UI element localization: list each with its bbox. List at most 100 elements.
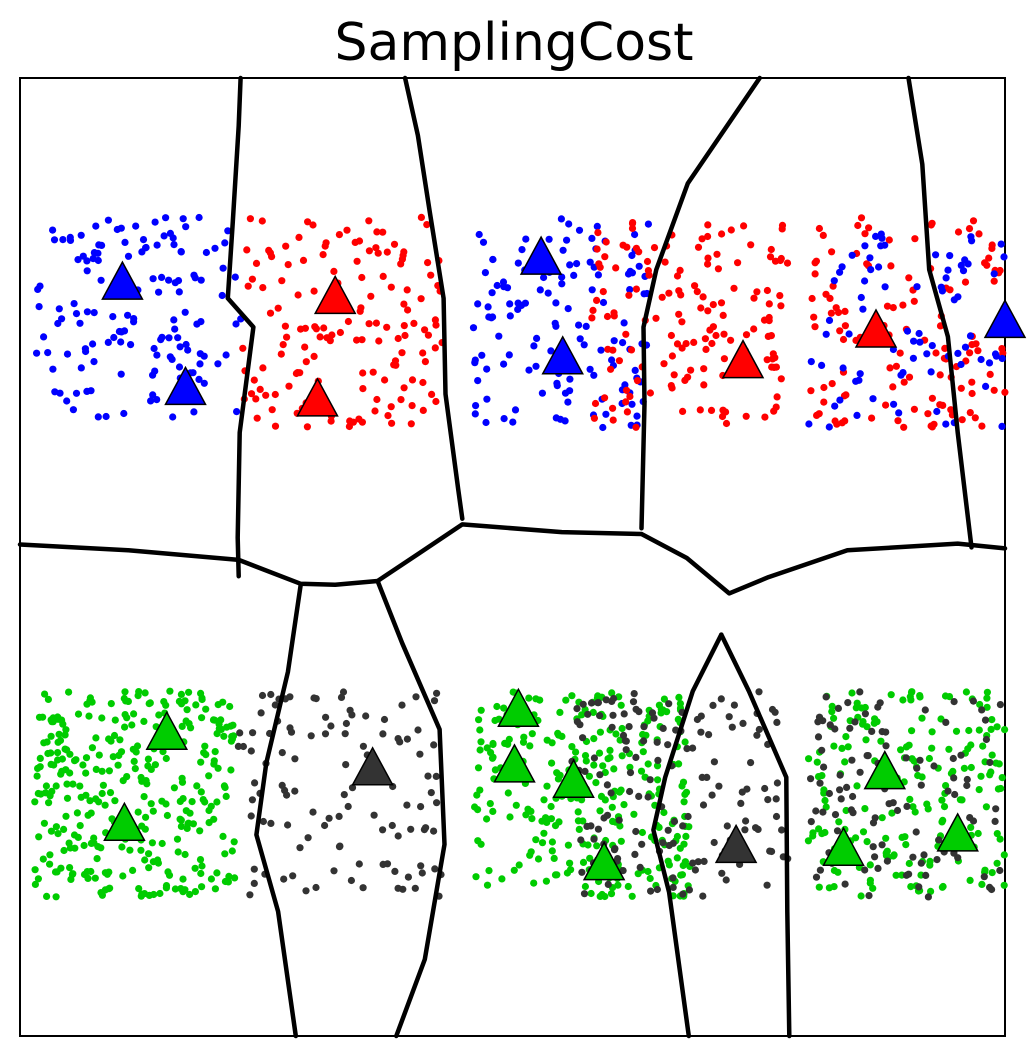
data-point-green	[154, 856, 162, 864]
data-point-dark	[963, 781, 971, 790]
data-point-red	[622, 330, 630, 338]
data-point-green	[45, 799, 53, 807]
data-point-red	[417, 213, 425, 221]
data-point-dark	[836, 771, 844, 779]
data-point-dark	[913, 764, 921, 772]
data-point-red	[887, 262, 895, 270]
data-point-blue	[222, 351, 230, 359]
data-point-red	[811, 323, 819, 331]
data-point-blue	[94, 413, 102, 421]
data-point-green	[114, 761, 122, 769]
data-point-red	[353, 257, 361, 265]
data-point-green	[63, 780, 71, 788]
data-point-dark	[636, 863, 644, 872]
data-point-green	[887, 691, 895, 699]
data-point-dark	[339, 688, 348, 696]
data-point-red	[981, 259, 989, 267]
data-point-red	[936, 401, 944, 409]
data-point-red	[678, 318, 686, 326]
data-point-green	[214, 764, 222, 772]
data-point-green	[828, 708, 836, 716]
data-point-red	[694, 243, 703, 251]
data-point-green	[550, 854, 558, 863]
data-point-green	[975, 726, 983, 734]
data-point-red	[359, 369, 367, 377]
data-point-green	[515, 861, 523, 869]
data-point-green	[556, 708, 564, 717]
data-point-red	[699, 293, 707, 301]
data-point-green	[211, 885, 219, 893]
data-point-green	[198, 695, 206, 704]
data-point-dark	[773, 779, 782, 787]
data-point-dark	[882, 728, 890, 736]
data-point-blue	[56, 389, 64, 397]
data-point-dark	[394, 884, 402, 892]
data-point-red	[969, 217, 978, 225]
data-point-dark	[620, 710, 628, 718]
data-point-dark	[619, 867, 627, 875]
data-point-dark	[865, 892, 873, 900]
data-point-green	[485, 867, 493, 875]
data-point-green	[609, 817, 617, 826]
data-point-blue	[483, 395, 491, 403]
data-point-green	[646, 874, 654, 883]
data-point-red	[763, 356, 771, 364]
data-point-dark	[427, 789, 435, 797]
data-point-red	[252, 395, 260, 403]
data-point-red	[650, 244, 659, 252]
data-point-blue	[903, 327, 912, 335]
data-point-green	[219, 832, 227, 841]
data-point-green	[982, 803, 991, 811]
data-point-dark	[717, 695, 725, 703]
data-point-dark	[723, 822, 731, 830]
data-point-blue	[872, 232, 880, 240]
data-point-red	[627, 346, 636, 354]
data-point-dark	[738, 788, 746, 796]
data-point-blue	[130, 315, 138, 323]
data-point-dark	[772, 812, 781, 821]
data-point-red	[259, 364, 267, 372]
data-point-red	[623, 408, 632, 416]
data-point-blue	[631, 366, 639, 374]
data-point-green	[581, 882, 590, 891]
data-point-green	[905, 859, 913, 868]
data-point-green	[928, 728, 936, 736]
data-point-green	[547, 802, 555, 811]
data-point-green	[149, 807, 157, 815]
data-point-blue	[487, 314, 495, 322]
data-point-red	[936, 371, 944, 379]
data-point-blue	[471, 410, 479, 418]
data-point-green	[92, 765, 100, 774]
data-point-green	[608, 803, 616, 811]
data-point-green	[859, 828, 868, 836]
data-point-red	[975, 230, 983, 238]
data-point-green	[918, 714, 926, 722]
data-point-red	[602, 238, 610, 246]
data-point-blue	[110, 333, 118, 342]
data-point-green	[838, 744, 846, 753]
data-point-dark	[348, 784, 357, 792]
data-point-red	[652, 314, 660, 322]
data-point-green	[630, 810, 638, 818]
data-point-blue	[558, 280, 566, 288]
data-point-green	[871, 715, 879, 723]
data-point-blue	[533, 334, 541, 342]
data-point-green	[581, 752, 590, 760]
data-point-green	[130, 710, 138, 718]
data-point-blue	[218, 291, 226, 300]
data-point-green	[660, 695, 669, 703]
data-point-green	[592, 779, 600, 787]
data-point-dark	[430, 697, 439, 705]
data-point-red	[854, 221, 862, 230]
data-point-green	[620, 801, 628, 809]
data-point-dark	[812, 807, 820, 815]
data-point-blue	[72, 310, 81, 318]
data-point-red	[924, 410, 932, 418]
data-point-red	[707, 406, 716, 414]
data-point-red	[248, 275, 256, 283]
data-point-green	[804, 837, 813, 845]
data-point-blue	[40, 333, 48, 341]
data-point-green	[682, 788, 691, 796]
data-point-blue	[153, 351, 161, 359]
data-point-blue	[509, 418, 517, 426]
